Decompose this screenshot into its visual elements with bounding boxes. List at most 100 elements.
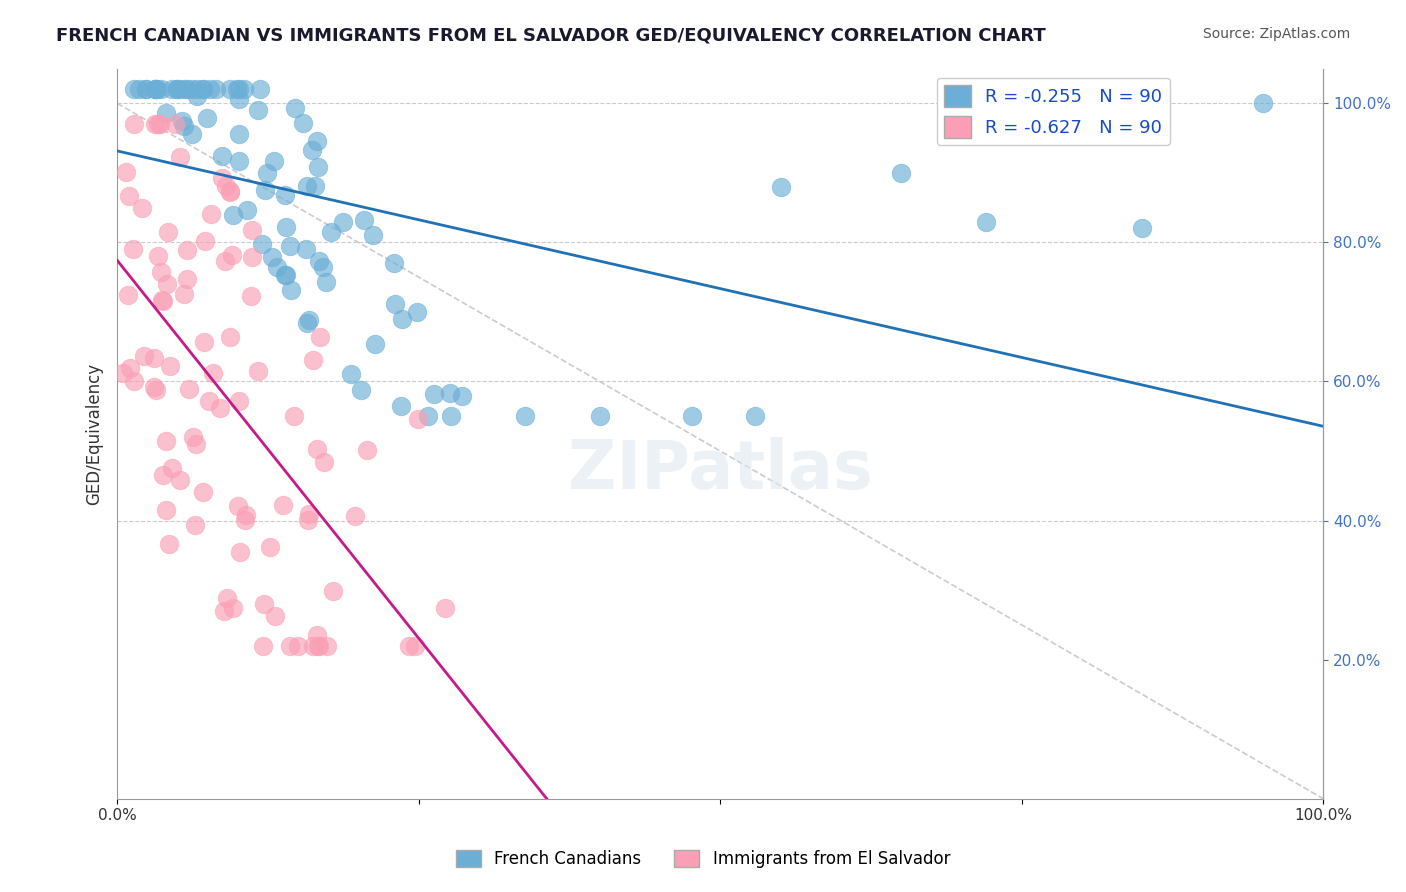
Point xyxy=(256,166,278,180)
Point xyxy=(236,203,259,218)
Point xyxy=(169,150,191,164)
Point xyxy=(197,393,219,408)
Point xyxy=(135,82,157,96)
Point xyxy=(184,518,207,533)
Point xyxy=(297,316,319,330)
Point xyxy=(305,442,328,457)
Point xyxy=(184,437,207,451)
Point xyxy=(211,148,233,162)
Point xyxy=(308,253,330,268)
Point xyxy=(218,184,240,198)
Point xyxy=(214,254,236,268)
Point xyxy=(253,597,276,611)
Point xyxy=(890,166,912,180)
Point xyxy=(226,500,249,514)
Point xyxy=(283,409,305,423)
Point xyxy=(307,134,329,148)
Point xyxy=(406,305,429,319)
Point xyxy=(316,639,339,653)
Point xyxy=(242,251,264,265)
Point xyxy=(218,330,240,344)
Point xyxy=(186,89,208,103)
Point xyxy=(398,639,420,653)
Point xyxy=(391,311,413,326)
Point xyxy=(274,188,297,202)
Point xyxy=(280,639,302,653)
Point xyxy=(249,82,271,96)
Point xyxy=(239,289,262,303)
Point xyxy=(311,260,333,274)
Point xyxy=(143,117,166,131)
Point xyxy=(406,412,429,426)
Point xyxy=(262,250,284,264)
Point xyxy=(315,276,337,290)
Point xyxy=(176,82,198,96)
Point xyxy=(218,185,240,199)
Point xyxy=(173,286,195,301)
Point xyxy=(259,540,281,554)
Point xyxy=(215,178,238,193)
Text: FRENCH CANADIAN VS IMMIGRANTS FROM EL SALVADOR GED/EQUIVALENCY CORRELATION CHART: FRENCH CANADIAN VS IMMIGRANTS FROM EL SA… xyxy=(56,27,1046,45)
Point xyxy=(974,214,997,228)
Point xyxy=(228,153,250,168)
Point xyxy=(264,609,287,624)
Point xyxy=(744,409,766,424)
Point xyxy=(232,82,254,96)
Legend: French Canadians, Immigrants from El Salvador: French Canadians, Immigrants from El Sal… xyxy=(449,843,957,875)
Point xyxy=(344,508,367,523)
Point xyxy=(195,111,218,125)
Point xyxy=(292,116,315,130)
Point xyxy=(156,225,179,239)
Point xyxy=(166,82,188,96)
Point xyxy=(174,82,197,96)
Point xyxy=(149,82,172,96)
Legend: R = -0.255   N = 90, R = -0.627   N = 90: R = -0.255 N = 90, R = -0.627 N = 90 xyxy=(936,78,1170,145)
Point xyxy=(143,379,166,393)
Point xyxy=(319,226,342,240)
Point xyxy=(200,207,222,221)
Point xyxy=(246,103,269,117)
Point xyxy=(214,604,236,618)
Point xyxy=(273,498,295,512)
Point xyxy=(350,383,373,397)
Point xyxy=(134,82,156,96)
Point xyxy=(173,119,195,133)
Point xyxy=(307,160,329,174)
Point xyxy=(332,215,354,229)
Point xyxy=(146,82,169,96)
Point xyxy=(322,584,344,599)
Point xyxy=(382,256,405,270)
Point xyxy=(226,82,249,96)
Point xyxy=(186,82,208,96)
Point xyxy=(515,409,537,424)
Point xyxy=(193,82,215,96)
Point xyxy=(295,179,318,194)
Point xyxy=(302,639,325,653)
Point xyxy=(150,293,173,307)
Point xyxy=(156,277,179,291)
Point xyxy=(769,179,792,194)
Point xyxy=(240,223,263,237)
Point xyxy=(229,545,252,559)
Point xyxy=(209,401,232,415)
Point xyxy=(170,113,193,128)
Point xyxy=(312,455,335,469)
Point xyxy=(228,92,250,106)
Text: ZIPatlas: ZIPatlas xyxy=(568,437,873,503)
Point xyxy=(145,384,167,398)
Point xyxy=(117,288,139,302)
Point xyxy=(681,409,703,424)
Point xyxy=(143,351,166,366)
Point xyxy=(157,536,180,550)
Point xyxy=(181,127,204,141)
Point xyxy=(280,283,302,297)
Point xyxy=(287,639,309,653)
Point xyxy=(198,82,221,96)
Point xyxy=(404,639,426,653)
Point xyxy=(221,248,243,262)
Point xyxy=(122,374,145,388)
Point xyxy=(384,297,406,311)
Point xyxy=(159,359,181,373)
Point xyxy=(1130,221,1153,235)
Point xyxy=(228,394,250,409)
